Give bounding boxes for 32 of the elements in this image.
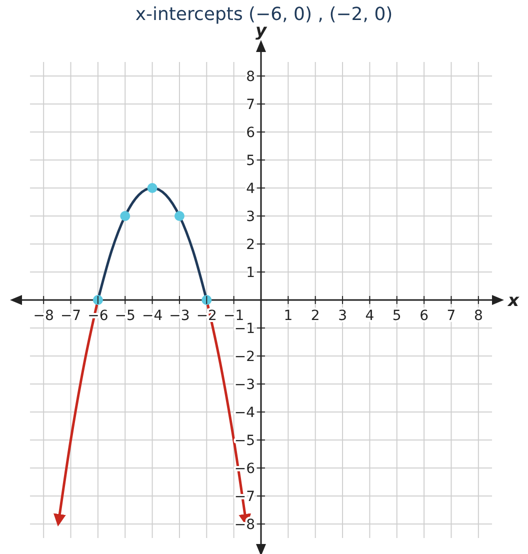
point	[174, 211, 184, 221]
y-tick-label: 4	[246, 180, 256, 197]
y-tick-label: −3	[234, 376, 255, 393]
y-tick-label: 5	[246, 152, 255, 169]
point	[147, 183, 158, 193]
x-tick-label: 6	[420, 308, 429, 324]
y-tick-label: 6	[246, 124, 256, 141]
y-tick-label: −5	[234, 432, 255, 449]
x-tick-label: −4	[142, 308, 163, 324]
y-tick-label: 3	[246, 208, 255, 225]
y-tick-label: 7	[246, 96, 255, 113]
x-tick-label: −3	[169, 308, 190, 324]
x-tick-label: 8	[474, 308, 483, 324]
y-tick-label: −8	[234, 516, 255, 533]
x-tick-label: −5	[114, 308, 136, 324]
point	[120, 211, 130, 221]
y-tick-label: 2	[246, 236, 255, 253]
y-tick-label: 1	[246, 264, 255, 281]
y-tick-label: 8	[246, 68, 255, 85]
x-tick-label: −7	[60, 308, 82, 324]
y-tick-label: −4	[234, 404, 256, 421]
x-axis-title: x	[507, 290, 520, 311]
x-tick-label: 7	[446, 308, 456, 324]
x-tick-label: −8	[33, 308, 54, 324]
point	[202, 295, 212, 305]
x-tick-label: 3	[338, 308, 347, 324]
x-tick-label: 4	[365, 308, 374, 324]
point	[92, 295, 103, 305]
x-tick-label: 5	[392, 308, 402, 324]
x-tick-label: 1	[284, 308, 293, 324]
x-tick-label: 2	[310, 308, 320, 324]
y-tick-label: −2	[234, 348, 255, 365]
